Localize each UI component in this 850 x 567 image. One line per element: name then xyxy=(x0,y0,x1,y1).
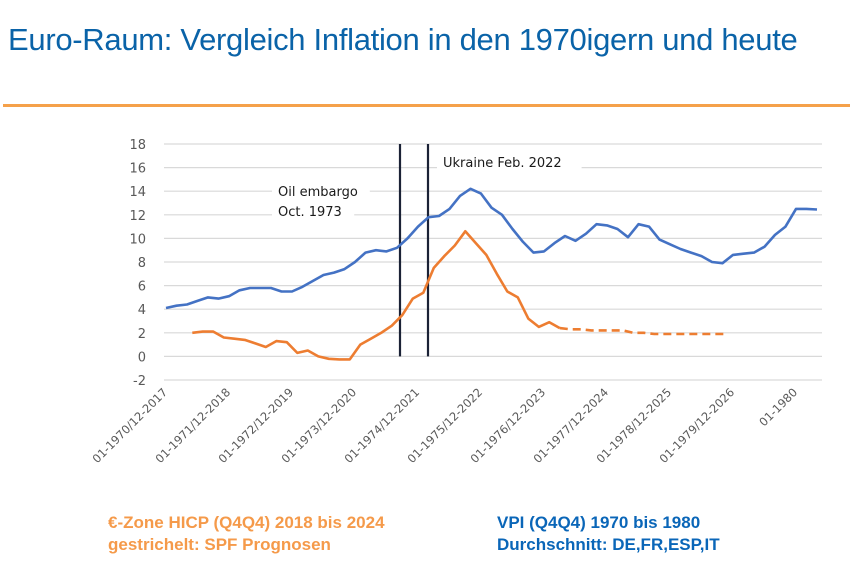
series-lines xyxy=(165,187,818,361)
legend-hicp-line2: gestrichelt: SPF Prognosen xyxy=(108,535,331,554)
series-line-2 xyxy=(559,326,728,336)
event-marker-label: Oct. 1973 xyxy=(278,205,342,220)
event-label-background xyxy=(272,202,355,220)
y-tick-label: 16 xyxy=(129,162,146,177)
y-tick-label: -2 xyxy=(133,374,146,389)
event-markers: Oil embargo Oct. 1973 Ukraine Feb. 2022 xyxy=(272,144,582,357)
series-line-0 xyxy=(165,187,818,310)
y-tick-label: 2 xyxy=(138,327,146,342)
x-axis-ticks: 01-1970/12-201701-1971/12-201801-1972/12… xyxy=(90,385,801,466)
legend-vpi-line2: Durchschnitt: DE,FR,ESP,IT xyxy=(497,535,720,554)
y-tick-label: 4 xyxy=(138,303,146,318)
y-axis-ticks: 18 16 14 12 10 8 6 4 2 0 -2 xyxy=(129,138,146,389)
page-title: Euro-Raum: Vergleich Inflation in den 19… xyxy=(8,22,798,57)
legend-hicp: €-Zone HICP (Q4Q4) 2018 bis 2024 gestric… xyxy=(108,512,385,556)
y-tick-label: 6 xyxy=(138,280,146,295)
legend-hicp-line1: €-Zone HICP (Q4Q4) 2018 bis 2024 xyxy=(108,513,385,532)
legend-vpi: VPI (Q4Q4) 1970 bis 1980 Durchschnitt: D… xyxy=(497,512,720,556)
y-tick-label: 14 xyxy=(129,185,146,200)
y-tick-label: 0 xyxy=(138,350,146,365)
series-line-1 xyxy=(192,230,561,361)
event-label-background xyxy=(272,182,370,200)
event-marker-label: Oil embargo xyxy=(278,185,358,200)
event-label-background xyxy=(437,153,582,171)
x-tick-label: 01-1980 xyxy=(756,385,800,429)
legend-vpi-line1: VPI (Q4Q4) 1970 bis 1980 xyxy=(497,513,701,532)
y-tick-label: 12 xyxy=(129,209,146,224)
y-tick-label: 10 xyxy=(129,232,146,247)
title-divider xyxy=(3,104,850,107)
y-tick-label: 8 xyxy=(138,256,146,271)
y-tick-label: 18 xyxy=(129,138,146,153)
event-marker-label: Ukraine Feb. 2022 xyxy=(443,156,562,171)
